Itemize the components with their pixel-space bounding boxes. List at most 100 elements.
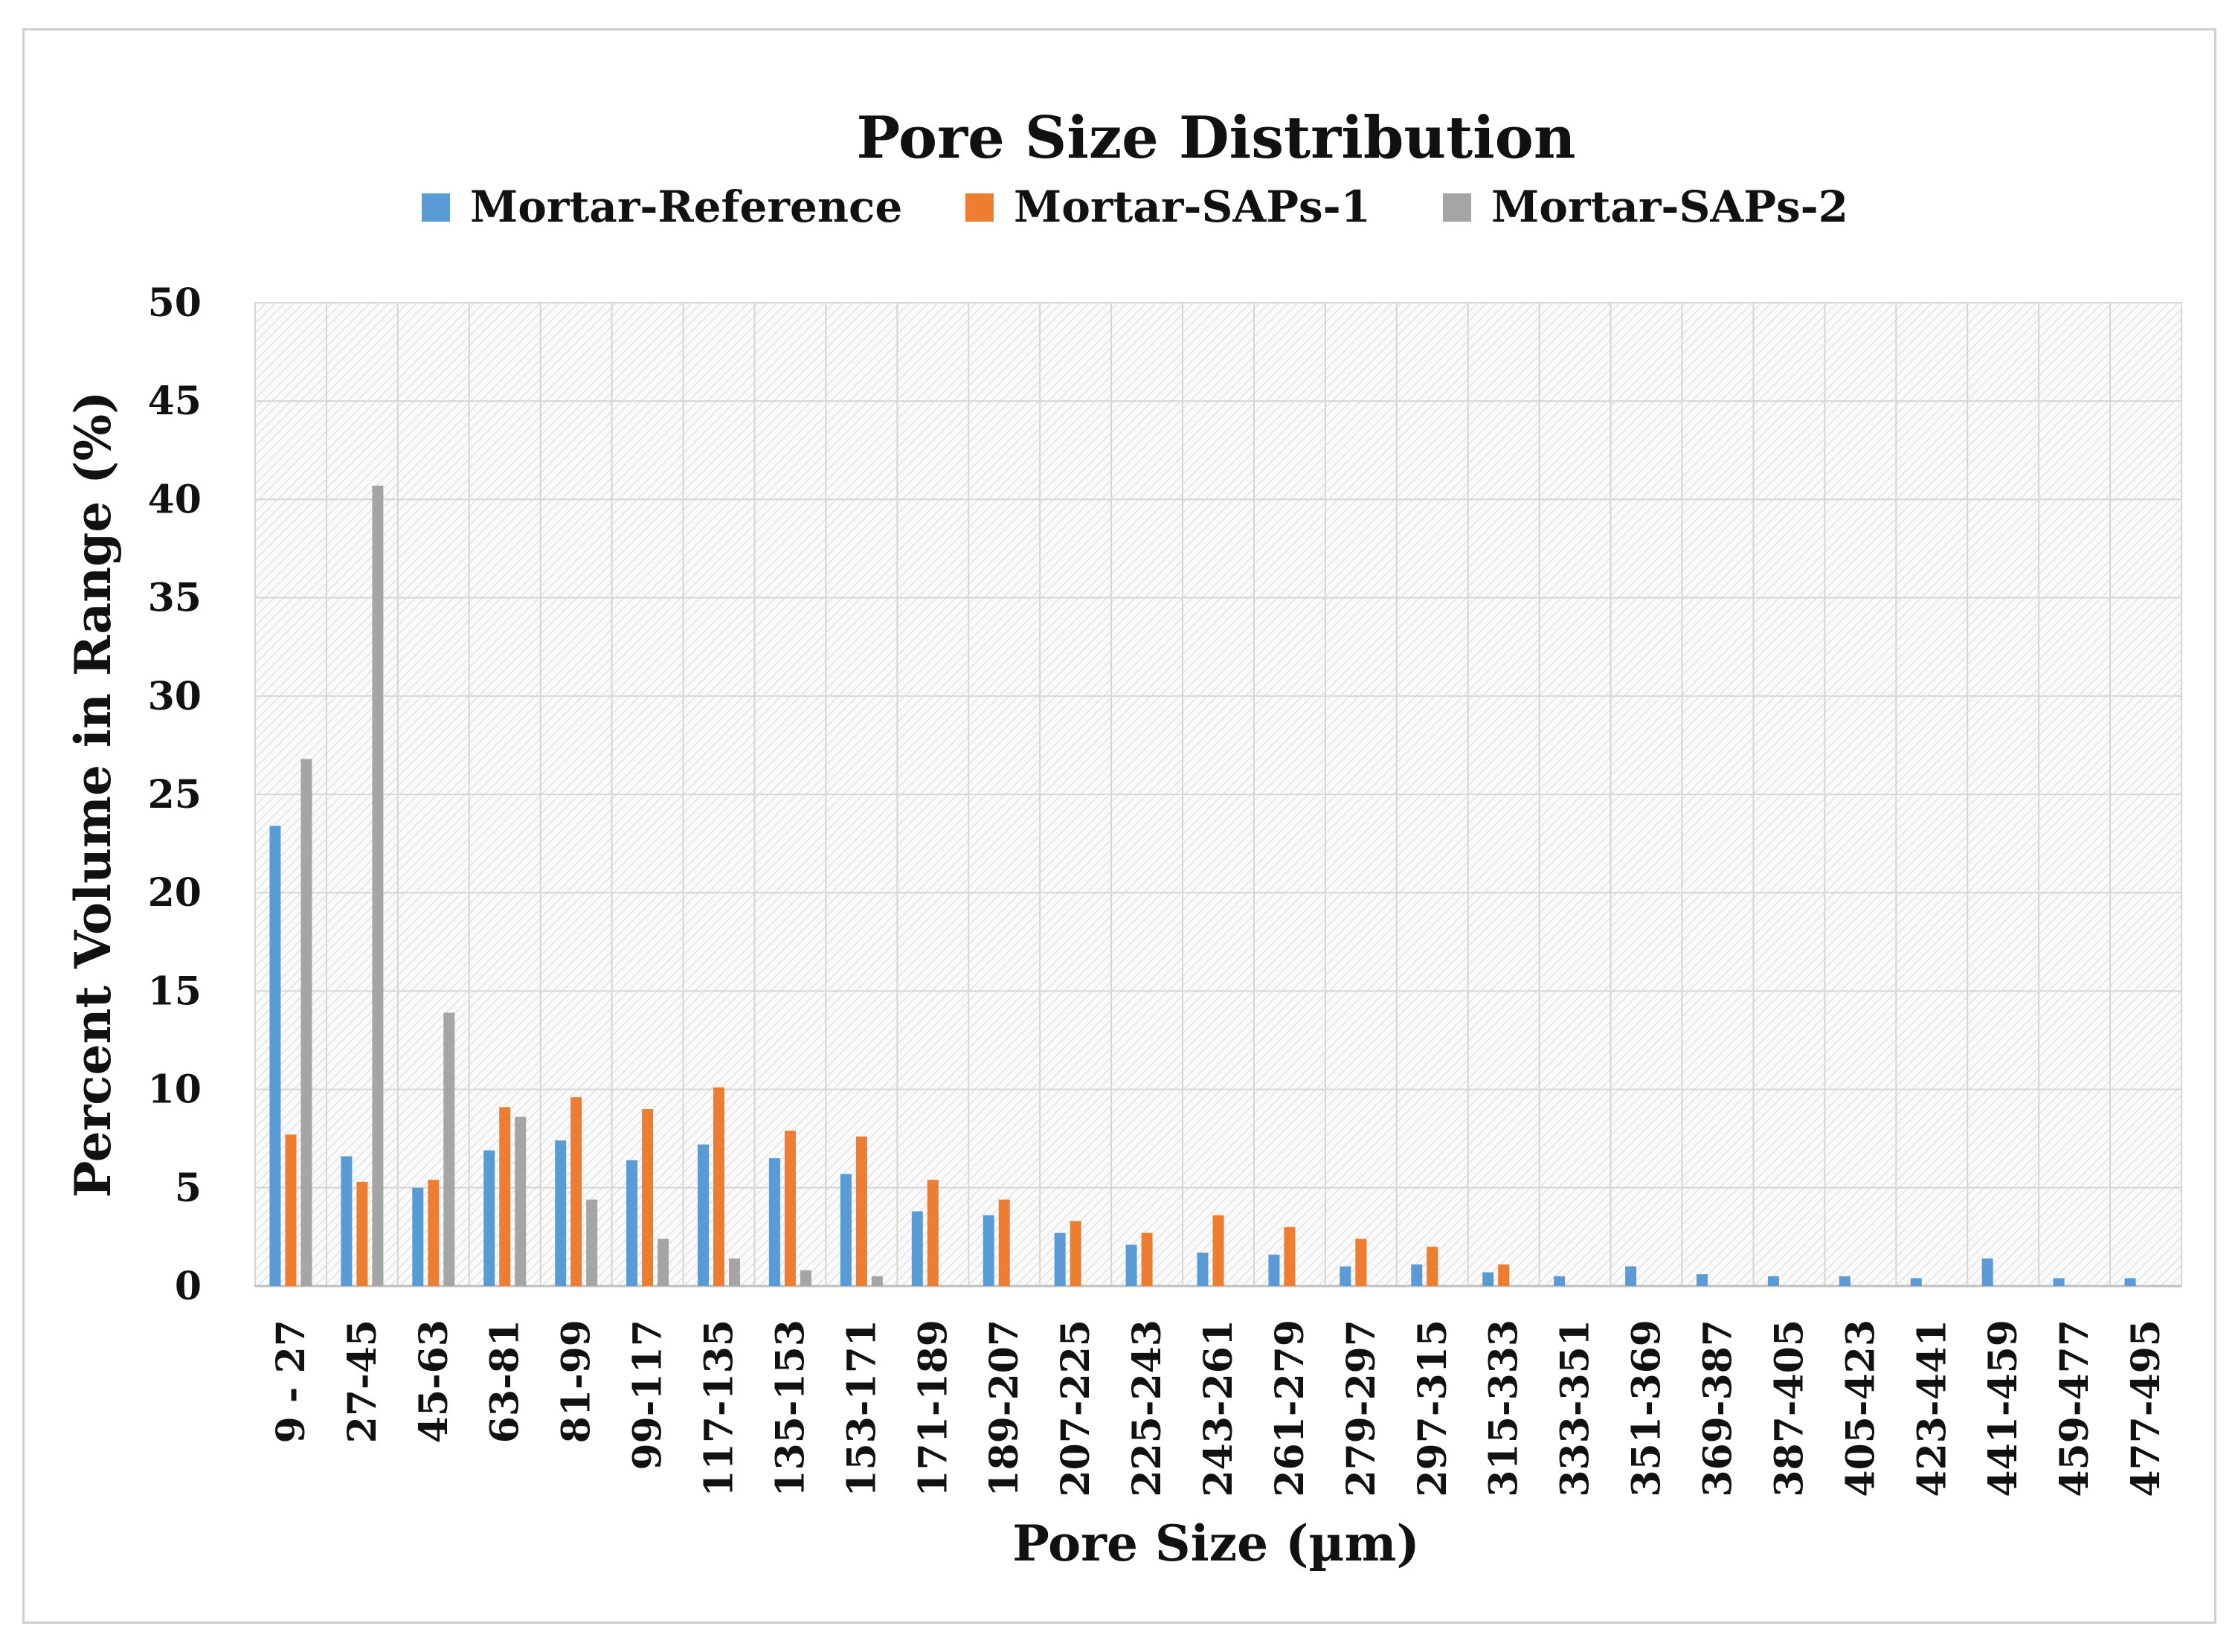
bar-mortar-saps-2-0 — [300, 759, 312, 1286]
x-tick-label: 225-243 — [1125, 1320, 1170, 1497]
bar-mortar-reference-8 — [840, 1174, 852, 1286]
bar-mortar-reference-9 — [911, 1211, 923, 1286]
bar-mortar-reference-13 — [1197, 1253, 1209, 1286]
x-tick-label: 369-387 — [1695, 1320, 1740, 1497]
bar-mortar-saps-1-16 — [1427, 1247, 1438, 1286]
bar-mortar-saps-1-4 — [570, 1097, 582, 1286]
y-tick-label: 15 — [148, 968, 202, 1014]
bar-mortar-saps-2-4 — [586, 1199, 598, 1286]
x-tick-label: 261-279 — [1267, 1320, 1313, 1497]
bar-mortar-saps-1-17 — [1498, 1264, 1510, 1286]
bar-mortar-reference-23 — [1910, 1278, 1922, 1286]
bar-mortar-saps-1-10 — [998, 1199, 1010, 1286]
bar-mortar-reference-7 — [768, 1158, 780, 1286]
x-tick-label: 297-315 — [1410, 1320, 1456, 1497]
bar-mortar-reference-5 — [626, 1160, 638, 1286]
bar-mortar-saps-1-15 — [1355, 1238, 1367, 1286]
y-tick-label: 30 — [148, 674, 202, 719]
bars — [269, 485, 2136, 1286]
x-tick-label: 63-81 — [483, 1320, 528, 1443]
gridlines — [254, 302, 2182, 1288]
x-tick-label: 441-459 — [1981, 1320, 2026, 1497]
bar-mortar-reference-16 — [1411, 1264, 1423, 1286]
x-tick-label: 405-423 — [1838, 1320, 1883, 1497]
x-tick-label: 117-135 — [697, 1320, 742, 1497]
legend-swatch-mortar-reference — [422, 193, 450, 222]
legend-label-mortar-saps-2: Mortar-SAPs-2 — [1491, 181, 1848, 232]
bar-mortar-saps-1-12 — [1141, 1232, 1153, 1286]
bar-mortar-reference-26 — [2124, 1278, 2136, 1286]
x-tick-label: 333-351 — [1553, 1320, 1598, 1497]
x-tick-label: 459-477 — [2052, 1320, 2097, 1497]
bar-mortar-saps-1-1 — [356, 1181, 368, 1286]
x-tick-label: 351-369 — [1624, 1320, 1670, 1497]
x-tick-label: 9 - 27 — [269, 1320, 314, 1443]
y-tick-label: 40 — [148, 477, 202, 522]
y-tick-label: 50 — [148, 280, 202, 326]
bar-mortar-saps-2-3 — [515, 1116, 527, 1286]
x-tick-label: 189-207 — [982, 1320, 1027, 1497]
bar-mortar-saps-2-7 — [800, 1270, 811, 1286]
bar-mortar-saps-1-2 — [428, 1180, 440, 1286]
bar-mortar-saps-2-8 — [871, 1276, 883, 1286]
x-tick-label: 279-297 — [1339, 1320, 1384, 1497]
chart-title: Pore Size Distribution — [856, 104, 1575, 172]
legend-label-mortar-saps-1: Mortar-SAPs-1 — [1014, 181, 1371, 232]
x-axis-title: Pore Size (µm) — [1012, 1514, 1419, 1572]
bar-mortar-reference-20 — [1696, 1274, 1708, 1286]
bar-mortar-reference-11 — [1054, 1232, 1066, 1286]
y-tick-label: 35 — [148, 576, 202, 621]
bar-mortar-saps-2-1 — [372, 485, 384, 1286]
x-tick-label: 99-117 — [626, 1320, 671, 1471]
y-tick-label: 5 — [175, 1166, 202, 1211]
bar-mortar-saps-1-14 — [1284, 1227, 1296, 1286]
bar-mortar-reference-1 — [341, 1156, 353, 1286]
bar-mortar-reference-0 — [269, 826, 281, 1286]
x-tick-label: 27-45 — [340, 1320, 385, 1443]
bar-mortar-reference-14 — [1268, 1254, 1280, 1286]
bar-mortar-saps-1-0 — [285, 1134, 297, 1286]
x-tick-label: 477-495 — [2123, 1320, 2169, 1497]
bar-mortar-reference-2 — [412, 1187, 424, 1286]
bar-mortar-saps-1-11 — [1070, 1221, 1081, 1286]
bar-mortar-saps-1-13 — [1212, 1215, 1224, 1286]
bar-mortar-reference-3 — [483, 1150, 495, 1286]
x-tick-label: 45-63 — [411, 1320, 457, 1443]
y-tick-label: 45 — [148, 379, 202, 424]
y-axis-ticks: 0 5 10 15 20 25 30 35 40 45 50 — [148, 280, 202, 1309]
y-axis-title: Percent Volume in Range (%) — [64, 391, 122, 1198]
legend-swatch-mortar-saps-2 — [1443, 193, 1471, 222]
x-tick-label: 171-189 — [910, 1320, 956, 1497]
bar-mortar-reference-21 — [1767, 1276, 1779, 1286]
bar-mortar-saps-2-6 — [729, 1258, 741, 1286]
x-tick-label: 135-153 — [768, 1320, 813, 1497]
legend-label-mortar-reference: Mortar-Reference — [470, 181, 902, 232]
bar-mortar-reference-24 — [1981, 1258, 1993, 1286]
bar-mortar-reference-6 — [698, 1144, 710, 1286]
bar-mortar-reference-18 — [1554, 1276, 1566, 1286]
bar-mortar-reference-10 — [983, 1215, 994, 1286]
x-tick-label: 243-261 — [1196, 1320, 1241, 1497]
bar-mortar-saps-1-7 — [784, 1131, 796, 1286]
bar-mortar-saps-2-2 — [443, 1012, 455, 1286]
bar-mortar-saps-1-6 — [713, 1087, 725, 1286]
y-tick-label: 20 — [148, 870, 202, 916]
x-tick-label: 387-405 — [1766, 1320, 1812, 1497]
bar-mortar-saps-1-9 — [927, 1180, 939, 1286]
legend: Mortar-Reference Mortar-SAPs-1 Mortar-SAPs… — [422, 181, 1848, 232]
x-tick-label: 315-333 — [1482, 1320, 1527, 1497]
bar-mortar-saps-1-3 — [499, 1107, 511, 1286]
bar-mortar-reference-4 — [555, 1140, 567, 1286]
bar-mortar-reference-22 — [1839, 1276, 1850, 1286]
bar-mortar-reference-17 — [1482, 1272, 1494, 1286]
x-axis-ticks: 9 - 27 27-45 45-63 63-81 81-99 99-117 117-135 1… — [269, 1320, 2169, 1497]
bar-mortar-reference-12 — [1125, 1244, 1137, 1286]
bar-mortar-saps-1-5 — [642, 1109, 654, 1286]
x-tick-label: 81-99 — [554, 1320, 599, 1443]
bar-mortar-reference-15 — [1340, 1266, 1351, 1286]
y-tick-label: 0 — [175, 1264, 202, 1309]
y-tick-label: 10 — [148, 1067, 202, 1113]
x-tick-label: 153-171 — [839, 1320, 884, 1497]
x-tick-label: 423-441 — [1909, 1320, 1955, 1497]
